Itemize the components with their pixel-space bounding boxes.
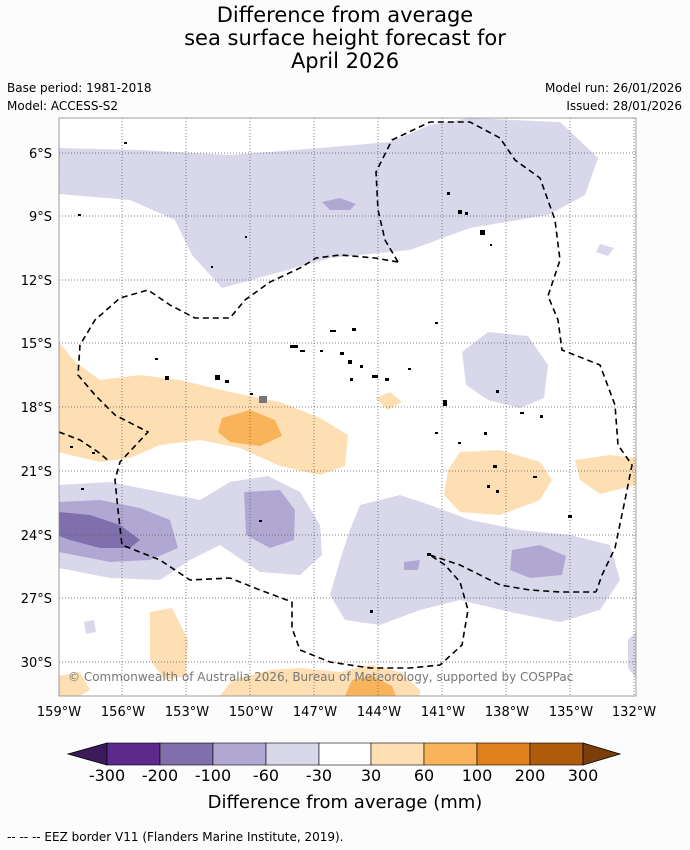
anomaly-region-neg60-north (322, 198, 356, 210)
colorbar-segment (265, 742, 320, 766)
colorbar-segment (423, 742, 478, 766)
map-gridlines (59, 118, 636, 696)
lon-label: 150°W (229, 705, 273, 720)
colorbar-segment (370, 742, 425, 766)
colorbar-segment (159, 742, 214, 766)
colorbar (66, 742, 622, 766)
title-line-3: April 2026 (290, 49, 400, 73)
anomaly-region-pos60-south (345, 676, 396, 696)
lat-label: 12°S (21, 274, 52, 289)
colorbar-label: -30 (305, 766, 333, 785)
anomaly-region-neg60-east (510, 545, 566, 578)
colorbar-label: 30 (360, 766, 382, 785)
islands (70, 142, 572, 613)
anomaly-region-negative-southeast (330, 495, 620, 625)
title-line-1: Difference from average (216, 3, 474, 27)
colorbar-label: 60 (413, 766, 435, 785)
lon-label: 147°W (293, 705, 337, 720)
anomaly-region-positive-southwest (150, 608, 188, 680)
lat-label: 15°S (21, 337, 52, 352)
eez-border-west (59, 431, 111, 463)
lon-label: 135°W (549, 705, 593, 720)
colorbar-segment (476, 742, 531, 766)
lat-axis: 6°S 9°S 12°S 15°S 18°S 21°S 24°S 27°S 30… (21, 147, 52, 671)
lat-label: 30°S (21, 656, 52, 671)
lon-label: 159°W (37, 705, 81, 720)
anomaly-region-positive-far-east (575, 455, 636, 494)
issued-date: Issued: 28/01/2026 (566, 99, 682, 113)
lon-label: 141°W (421, 705, 465, 720)
eez-borders (59, 121, 633, 669)
colorbar-label: -100 (194, 766, 232, 785)
anomaly-region-negative-small (596, 244, 614, 256)
colorbar-title: Difference from average (mm) (207, 792, 483, 813)
colorbar-extend-right (582, 742, 622, 766)
eez-legend-note: -- -- -- EEZ border V11 (Flanders Marine… (7, 830, 344, 844)
model-name: Model: ACCESS-S2 (7, 99, 119, 113)
anomaly-region-positive-east (444, 450, 552, 515)
anomaly-region-neg60-small (404, 560, 420, 570)
lat-label: 6°S (29, 147, 52, 162)
eez-border-north (77, 254, 469, 669)
title-line-2: sea surface height forecast for (184, 26, 506, 50)
lon-label: 153°W (165, 705, 209, 720)
colorbar-segment (529, 742, 584, 766)
eez-border-southeast (429, 554, 596, 593)
colorbar-label: -60 (252, 766, 280, 785)
lat-label: 18°S (21, 401, 52, 416)
copyright-text: © Commonwealth of Australia 2026, Bureau… (68, 670, 573, 684)
lat-label: 21°S (21, 465, 52, 480)
lon-axis: 159°W 156°W 153°W 150°W 147°W 144°W 141°… (37, 705, 656, 720)
map-frame (58, 117, 637, 697)
colorbar-label: 300 (567, 766, 599, 785)
lat-label: 27°S (21, 592, 52, 607)
colorbar-extend-left (66, 742, 108, 766)
anomaly-region-neg100-west (59, 512, 140, 548)
lat-label: 9°S (29, 210, 52, 225)
lon-label: 138°W (485, 705, 529, 720)
chart-title: Difference from average sea surface heig… (0, 4, 690, 73)
colorbar-segment (212, 742, 267, 766)
colorbar-label: -300 (88, 766, 126, 785)
anomaly-region-positive-south (59, 672, 90, 696)
meta-left: Base period: 1981-2018 Model: ACCESS-S2 (7, 79, 152, 115)
colorbar-segment (106, 742, 161, 766)
base-period: Base period: 1981-2018 (7, 81, 152, 95)
lon-label: 144°W (357, 705, 401, 720)
anomaly-region-positive-central (59, 342, 348, 475)
colorbar-label: -200 (141, 766, 179, 785)
anomaly-region-negative-east (462, 332, 548, 408)
anomaly-region-neg60-center (244, 490, 295, 548)
lon-label: 156°W (101, 705, 145, 720)
model-run: Model run: 26/01/2026 (544, 81, 682, 95)
colorbar-label: 200 (514, 766, 546, 785)
lat-label: 24°S (21, 529, 52, 544)
colorbar-segment (318, 742, 372, 766)
colorbar-label: 100 (461, 766, 493, 785)
anomaly-region-positive-small (375, 392, 402, 410)
anomaly-region-negative-small-3 (84, 620, 96, 634)
lon-label: 132°W (612, 705, 656, 720)
meta-right: Model run: 26/01/2026 Issued: 28/01/2026 (545, 79, 682, 115)
eez-border-northeast (375, 121, 633, 593)
